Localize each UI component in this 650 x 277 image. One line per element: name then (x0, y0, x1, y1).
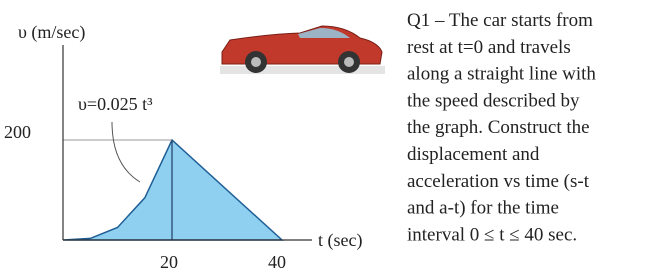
question-line: Q1 – The car starts from (407, 10, 593, 31)
car-illustration (220, 25, 385, 74)
question-line: acceleration vs time (s-t (407, 171, 590, 192)
question-line: rest at t=0 and travels (407, 37, 571, 58)
x-tick-label: 20 (160, 252, 178, 272)
question-line: the graph. Construct the (407, 117, 590, 138)
x-axis-label: t (sec) (318, 230, 362, 251)
equation: υ=0.025 t³ (78, 94, 153, 114)
question-line: the speed described by (407, 90, 580, 111)
question-line: displacement and (407, 144, 540, 165)
leader-line (111, 121, 141, 183)
question-line: interval 0 ≤ t ≤ 40 sec. (407, 224, 577, 245)
y-axis-label: υ (m/sec) (18, 22, 85, 43)
question-text: Q1 – The car starts from rest at t=0 and … (407, 10, 596, 245)
question-line: along a straight line with (407, 64, 596, 85)
question-line: and a-t) for the time (407, 198, 559, 219)
y-tick-label: 200 (4, 122, 31, 142)
x-tick-label: 40 (268, 252, 286, 272)
